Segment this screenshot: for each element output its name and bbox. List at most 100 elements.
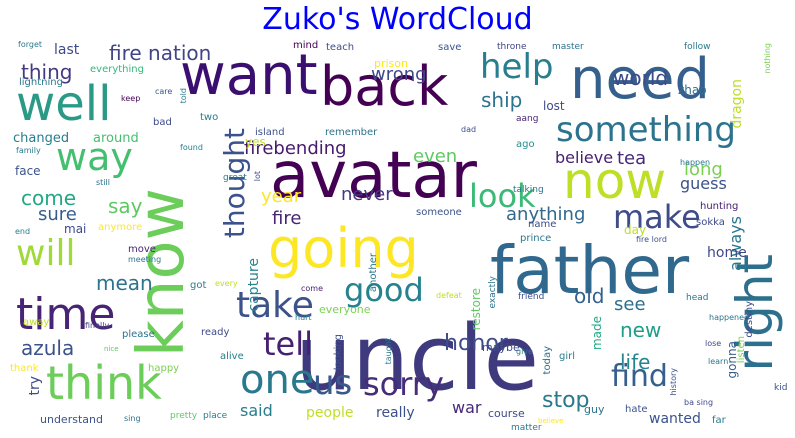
word-meeting: meeting <box>128 255 162 264</box>
word-honor: honor <box>444 331 508 356</box>
word-fire-nation: fire nation <box>109 41 212 65</box>
word-people: people <box>306 405 354 421</box>
word-now: now <box>563 152 667 210</box>
word-aang: aang <box>516 114 539 124</box>
word-every: every <box>215 279 238 288</box>
word-keep: keep <box>121 94 141 103</box>
word-azula: azula <box>21 336 75 360</box>
word-care: care <box>155 87 173 96</box>
word-hate: hate <box>625 404 648 415</box>
word-something: something <box>556 110 737 150</box>
word-prince: prince <box>520 233 552 244</box>
word-lose: lose <box>705 339 722 348</box>
word-anymore: anymore <box>98 222 143 233</box>
word-remember: remember <box>325 127 378 138</box>
word-forget: forget <box>18 40 42 49</box>
word-everything: everything <box>90 64 144 75</box>
word-defeat: defeat <box>436 291 462 300</box>
word-friend: friend <box>518 292 545 302</box>
page-title: Zuko's WordCloud <box>262 2 533 37</box>
word-dad: dad <box>461 125 477 134</box>
word-bad: bad <box>153 117 172 128</box>
word-say: say <box>108 194 143 218</box>
word-really: really <box>376 405 415 421</box>
word-ago: ago <box>516 139 535 150</box>
word-mean: mean <box>96 271 153 295</box>
word-thank: thank <box>10 363 39 374</box>
word-sokka: sokka <box>696 217 725 228</box>
word-listen: listen <box>736 336 747 364</box>
word-someone: someone <box>416 207 462 218</box>
word-ship: ship <box>481 88 523 112</box>
word-master: master <box>552 42 584 52</box>
word-believe: believe <box>538 417 564 425</box>
word-pretty: pretty <box>170 411 198 421</box>
word-girl: girl <box>559 351 576 362</box>
word-move: move <box>128 244 156 255</box>
word-see: see <box>614 294 646 315</box>
word-two: two <box>200 112 219 123</box>
word-anything: anything <box>506 204 586 225</box>
word-name: name <box>528 219 557 230</box>
word-please: please <box>122 329 155 340</box>
word-far: far <box>712 415 726 426</box>
word-today: today <box>542 346 553 375</box>
word-guy: guy <box>584 403 605 416</box>
word-lot: lot <box>253 171 262 182</box>
word-finally: finally <box>85 321 110 330</box>
word-want: want <box>180 43 318 108</box>
word-thing: thing <box>21 60 73 84</box>
word-long: long <box>684 159 723 180</box>
word-well: well <box>16 76 112 132</box>
word-teach: teach <box>326 42 355 53</box>
word-said: said <box>240 401 273 420</box>
word-good: good <box>344 271 424 309</box>
word-war: war <box>452 398 482 417</box>
word-head: head <box>686 293 709 303</box>
word-mind: mind <box>293 40 319 51</box>
word-island: island <box>255 127 285 138</box>
word-even: even <box>413 146 458 167</box>
word-follow: follow <box>684 42 711 52</box>
word-still: still <box>96 178 110 187</box>
word-restore: restore <box>469 288 483 331</box>
word-life: life <box>620 350 651 374</box>
word-nothing: nothing <box>763 43 772 74</box>
word-talking: talking <box>513 185 544 195</box>
word-course: course <box>488 407 525 420</box>
word-maybe: maybe <box>482 341 520 354</box>
word-always: always <box>726 216 745 271</box>
word-come: come <box>21 186 77 210</box>
word-look: look <box>469 177 536 215</box>
word-new: new <box>620 318 662 342</box>
word-everyone: everyone <box>319 303 371 316</box>
word-found: found <box>180 143 203 152</box>
word-sure: sure <box>38 204 77 225</box>
word-sing: sing <box>124 414 141 423</box>
word-got: got <box>190 280 207 291</box>
word-firebending: firebending <box>244 138 347 159</box>
word-never: never <box>341 184 393 205</box>
word-make: make <box>613 198 701 236</box>
word-throne: throne <box>497 42 527 52</box>
word-ready: ready <box>201 327 230 338</box>
word-exactly: exactly <box>488 276 498 309</box>
word-take: take <box>236 285 314 326</box>
word-understand: understand <box>40 413 103 426</box>
word-matter: matter <box>511 423 542 433</box>
word-yes: yes <box>245 135 266 149</box>
word-way: way <box>56 135 133 179</box>
word-home: home <box>707 245 747 261</box>
word-told: told <box>179 88 188 104</box>
word-give: give <box>516 347 533 356</box>
word-capture: capture <box>246 258 262 312</box>
word-nice: nice <box>104 345 119 353</box>
word-place: place <box>203 411 228 421</box>
word-wrong: wrong <box>371 64 427 85</box>
word-year: year <box>261 186 302 207</box>
word-day: day <box>624 223 647 237</box>
word-help: help <box>480 47 554 87</box>
word-stop: stop <box>542 388 590 413</box>
word-guess: guess <box>680 174 727 193</box>
word-taught: taught <box>384 338 393 365</box>
